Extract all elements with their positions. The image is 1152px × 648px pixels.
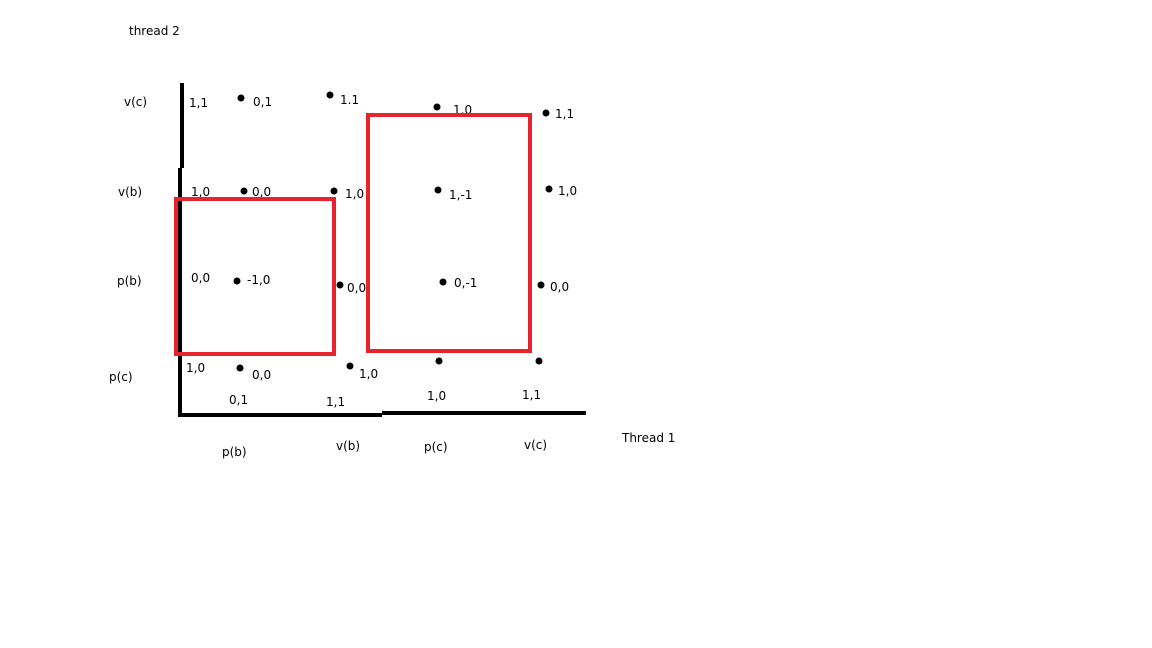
row-label-pc: p(c) [109, 370, 133, 384]
grid-point [326, 91, 334, 99]
point-label: 0,0 [252, 368, 271, 382]
point-label: 1,0 [359, 367, 378, 381]
point-label: 0,0 [252, 185, 271, 199]
point-label: 1,0 [558, 184, 577, 198]
row-label-pb: p(b) [117, 274, 142, 288]
bottom-value: 0,1 [229, 393, 248, 407]
point-label: 1,0 [345, 187, 364, 201]
point-label: 0,1 [253, 95, 272, 109]
row-label-vc: v(c) [124, 95, 147, 109]
point-label: 0,0 [550, 280, 569, 294]
point-label: 1.1 [340, 93, 359, 107]
left-value: 1,0 [191, 185, 210, 199]
grid-point [233, 277, 241, 285]
grid-point [434, 186, 442, 194]
bottom-value: 1,1 [522, 388, 541, 402]
grid-point [439, 278, 447, 286]
grid-point [330, 187, 338, 195]
point-label: 0,0 [347, 281, 366, 295]
grid-point [336, 281, 344, 289]
grid-point [537, 281, 545, 289]
grid-point [236, 364, 244, 372]
left-value: 1,0 [186, 361, 205, 375]
grid-point [346, 362, 354, 370]
point-label: 0,-1 [454, 276, 477, 290]
left-value: 1,1 [189, 96, 208, 110]
highlight-box-left [174, 197, 336, 356]
row-label-vb: v(b) [118, 185, 142, 199]
column-label-vb: v(b) [336, 439, 360, 453]
column-label-vc: v(c) [524, 438, 547, 452]
grid-point [545, 185, 553, 193]
bottom-value: 1,0 [427, 389, 446, 403]
grid-point [435, 357, 443, 365]
point-label: 1,1 [555, 107, 574, 121]
bottom-value: 1,1 [326, 395, 345, 409]
x-axis-title: Thread 1 [621, 431, 675, 445]
grid-point [240, 187, 248, 195]
column-label-pc: p(c) [424, 440, 448, 454]
highlight-box-right [366, 113, 532, 353]
grid-point [542, 109, 550, 117]
point-label: 1,-1 [449, 188, 472, 202]
grid-point [535, 357, 543, 365]
left-value: 0,0 [191, 271, 210, 285]
column-label-pb: p(b) [222, 445, 247, 459]
point-label: -1,0 [247, 273, 270, 287]
grid-point [433, 103, 441, 111]
y-axis-title: thread 2 [129, 24, 180, 38]
grid-point [237, 94, 245, 102]
